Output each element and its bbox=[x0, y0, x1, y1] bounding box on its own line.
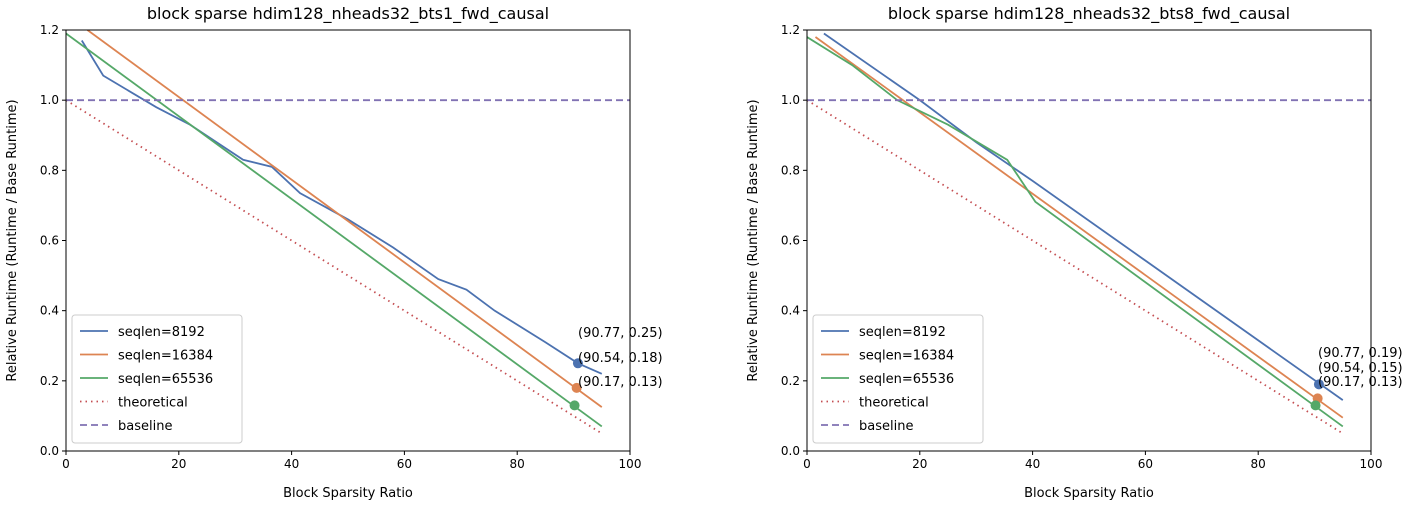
y-tick-label: 0.8 bbox=[781, 163, 800, 177]
series-line-theoretical bbox=[66, 99, 603, 435]
series-line-seqlen=16384 bbox=[814, 36, 1344, 419]
y-tick-label: 1.0 bbox=[40, 93, 59, 107]
legend-entry: seqlen=65536 bbox=[118, 372, 213, 387]
chart-2: block sparse hdim128_nheads32_bts8_fwd_c… bbox=[746, 4, 1403, 501]
legend-entry: baseline bbox=[859, 419, 913, 434]
data-point-marker bbox=[571, 382, 582, 393]
data-point-marker bbox=[569, 400, 580, 411]
y-tick-label: 1.0 bbox=[781, 93, 800, 107]
plot-area bbox=[807, 32, 1371, 435]
axes-frame bbox=[806, 29, 1372, 452]
x-tick-label: 20 bbox=[912, 457, 927, 471]
data-point-annotation: (90.77, 0.19) bbox=[1318, 346, 1403, 361]
plot-area bbox=[66, 30, 630, 435]
axes-frame bbox=[65, 29, 631, 452]
chart-1: block sparse hdim128_nheads32_bts1_fwd_c… bbox=[5, 4, 663, 501]
y-tick-label: 1.2 bbox=[40, 23, 59, 37]
legend-entry: seqlen=8192 bbox=[118, 325, 205, 340]
x-tick-label: 60 bbox=[1138, 457, 1153, 471]
data-point-annotation: (90.77, 0.25) bbox=[578, 326, 663, 341]
y-tick-label: 0.2 bbox=[781, 374, 800, 388]
y-axis-label: Relative Runtime (Runtime / Base Runtime… bbox=[5, 99, 20, 381]
data-point-annotation: (90.54, 0.18) bbox=[578, 351, 663, 366]
x-tick-label: 20 bbox=[171, 457, 186, 471]
x-tick-label: 0 bbox=[803, 457, 811, 471]
legend-entry: seqlen=16384 bbox=[118, 349, 213, 364]
legend-entry: theoretical bbox=[118, 396, 188, 411]
y-tick-label: 0.2 bbox=[40, 374, 59, 388]
y-tick-label: 0.6 bbox=[40, 234, 59, 248]
y-tick-label: 0.4 bbox=[40, 304, 59, 318]
x-tick-label: 60 bbox=[397, 457, 412, 471]
x-tick-label: 100 bbox=[1360, 457, 1383, 471]
y-axis-label: Relative Runtime (Runtime / Base Runtime… bbox=[746, 99, 761, 381]
data-point-annotation: (90.54, 0.15) bbox=[1318, 361, 1403, 376]
legend-entry: baseline bbox=[118, 419, 172, 434]
series-line-seqlen=65536 bbox=[66, 32, 603, 428]
x-tick-label: 40 bbox=[1025, 457, 1040, 471]
y-tick-label: 0.0 bbox=[781, 444, 800, 458]
series-line-seqlen=8192 bbox=[81, 40, 603, 375]
y-tick-label: 0.6 bbox=[781, 234, 800, 248]
chart-title: block sparse hdim128_nheads32_bts8_fwd_c… bbox=[888, 4, 1290, 24]
x-tick-label: 0 bbox=[62, 457, 70, 471]
series-line-seqlen=65536 bbox=[807, 36, 1344, 428]
data-point-annotation: (90.17, 0.13) bbox=[1318, 375, 1403, 390]
x-tick-label: 100 bbox=[619, 457, 642, 471]
x-axis-label: Block Sparsity Ratio bbox=[1024, 486, 1154, 501]
legend-entry: seqlen=16384 bbox=[859, 349, 954, 364]
series-line-seqlen=16384 bbox=[86, 30, 603, 408]
legend-entry: seqlen=65536 bbox=[859, 372, 954, 387]
legend-box bbox=[71, 314, 243, 444]
y-tick-label: 0.4 bbox=[781, 304, 800, 318]
legend-entry: theoretical bbox=[859, 396, 929, 411]
x-axis-label: Block Sparsity Ratio bbox=[283, 486, 413, 501]
x-tick-label: 80 bbox=[510, 457, 525, 471]
data-point-annotation: (90.17, 0.13) bbox=[578, 375, 663, 390]
data-point-marker bbox=[1310, 400, 1321, 411]
x-tick-label: 40 bbox=[284, 457, 299, 471]
x-tick-label: 80 bbox=[1251, 457, 1266, 471]
legend-entry: seqlen=8192 bbox=[859, 325, 946, 340]
data-point-marker bbox=[1313, 379, 1324, 390]
series-line-theoretical bbox=[807, 99, 1344, 435]
y-tick-label: 1.2 bbox=[781, 23, 800, 37]
data-point-marker bbox=[572, 358, 583, 369]
chart-title: block sparse hdim128_nheads32_bts1_fwd_c… bbox=[147, 4, 549, 24]
y-tick-label: 0.0 bbox=[40, 444, 59, 458]
legend-box bbox=[812, 314, 984, 444]
y-tick-label: 0.8 bbox=[40, 163, 59, 177]
